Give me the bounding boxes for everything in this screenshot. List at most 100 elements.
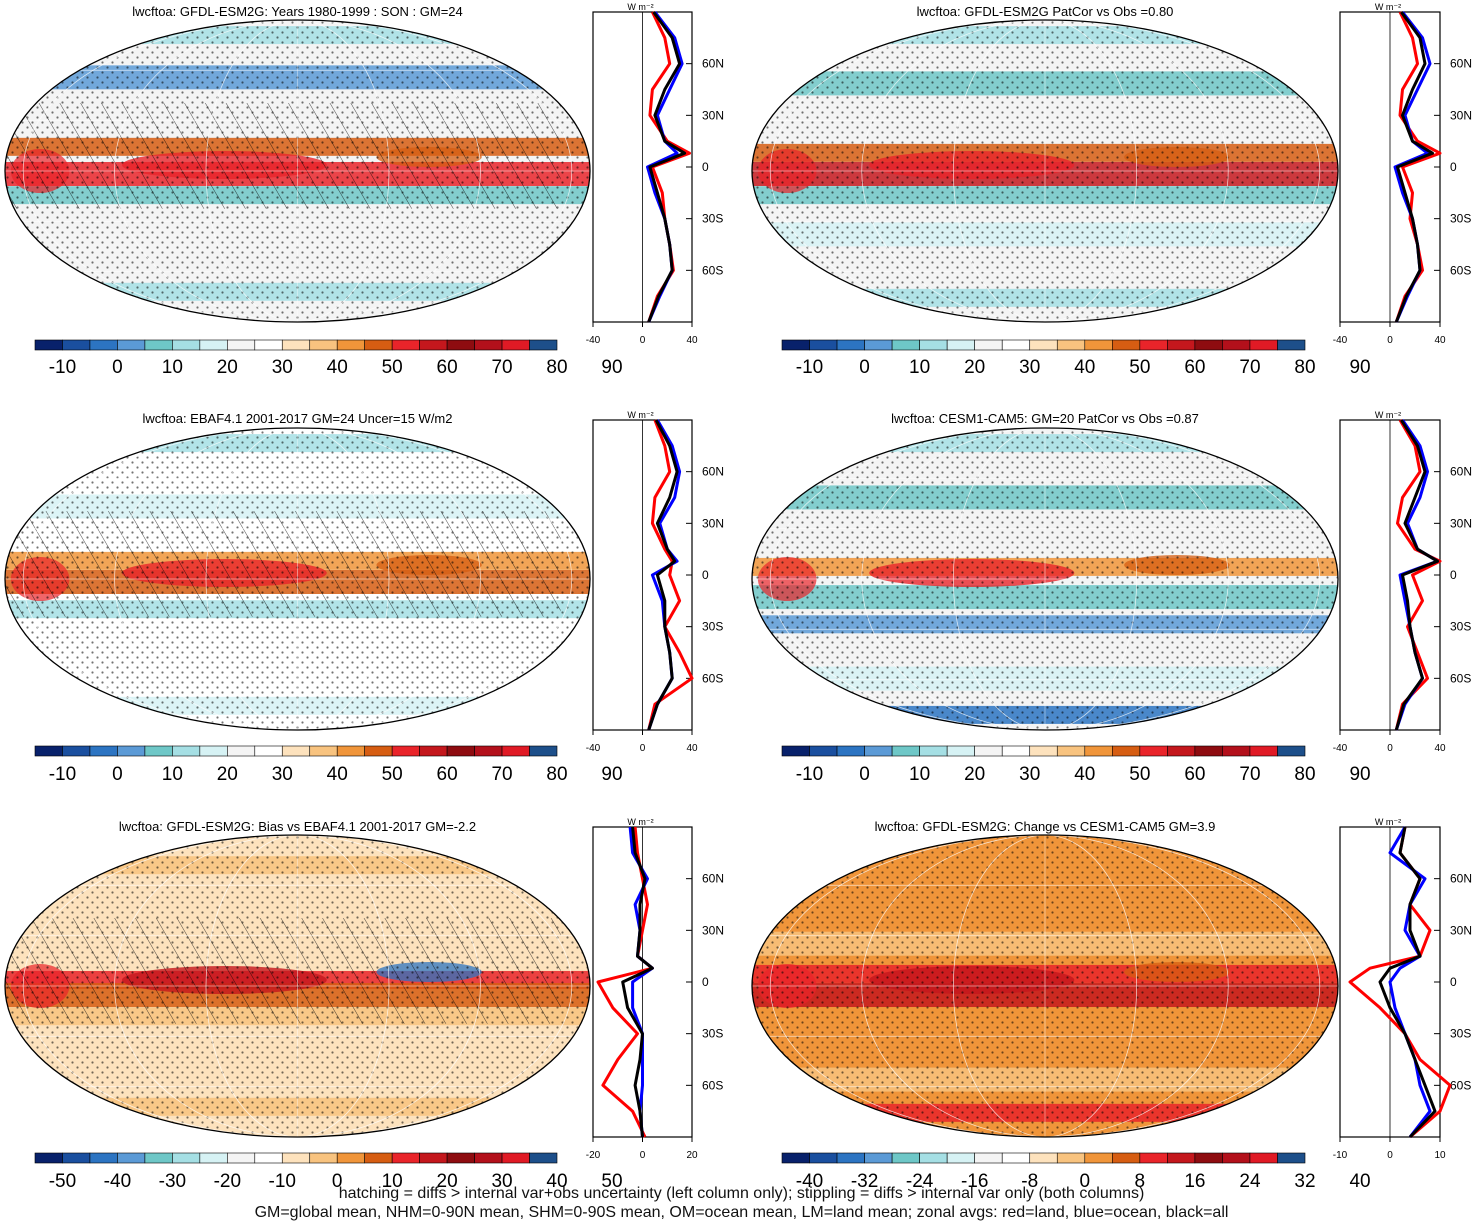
colorbar-tick-label: 90 xyxy=(1349,764,1370,785)
colorbar-tick-label: 50 xyxy=(382,357,403,378)
colorbar-swatch xyxy=(35,746,62,756)
zonal-x-tick-label: 40 xyxy=(1434,743,1446,754)
zonal-series-line xyxy=(1390,827,1430,1137)
colorbar-swatch xyxy=(172,746,199,756)
colorbar-swatch xyxy=(337,746,364,756)
zonal-x-tick-label: -40 xyxy=(586,743,601,754)
colorbar-swatch xyxy=(1250,1153,1278,1163)
colorbar-swatch xyxy=(1167,746,1195,756)
latitude-label: 60S xyxy=(702,263,723,277)
colorbar-tick-label: 40 xyxy=(327,357,348,378)
panel-title: lwcftoa: GFDL-ESM2G: Change vs CESM1-CAM… xyxy=(875,819,1216,834)
latitude-label: 60N xyxy=(1450,57,1472,71)
colorbar-swatch xyxy=(365,1153,392,1163)
footer-legend-note: GM=global mean, NHM=0-90N mean, SHM=0-90… xyxy=(0,1204,1483,1222)
colorbar-tick-label: 70 xyxy=(491,357,512,378)
colorbar-swatch xyxy=(920,340,948,350)
latitude-label: 60N xyxy=(1450,465,1472,479)
map-field xyxy=(752,20,1338,322)
latitude-label: 30N xyxy=(702,516,724,530)
colorbar-swatch xyxy=(255,1153,282,1163)
colorbar-tick-label: 90 xyxy=(1349,357,1370,378)
colorbar-tick-label: 70 xyxy=(1239,764,1260,785)
colorbar-tick-label: 60 xyxy=(1184,764,1205,785)
zonal-x-tick-label: 0 xyxy=(640,743,646,754)
footer-hatching-note: hatching = diffs > internal var+obs unce… xyxy=(0,1185,1483,1203)
zonal-x-tick-label: -20 xyxy=(586,1150,601,1161)
colorbar-tick-label: 90 xyxy=(601,764,622,785)
colorbar-tick-label: 50 xyxy=(1129,357,1150,378)
zonal-unit-label: W m⁻² xyxy=(627,410,653,420)
colorbar-swatch xyxy=(1250,746,1278,756)
latitude-label: 60S xyxy=(1450,263,1471,277)
colorbar-swatch xyxy=(1057,1153,1085,1163)
colorbar-tick-label: 80 xyxy=(1294,764,1315,785)
colorbar-tick-label: 10 xyxy=(162,357,183,378)
colorbar-swatch xyxy=(1085,746,1113,756)
colorbar-swatch xyxy=(1167,1153,1195,1163)
colorbar-swatch xyxy=(310,340,337,350)
colorbar-tick-label: 20 xyxy=(217,357,238,378)
colorbar-swatch xyxy=(865,1153,893,1163)
colorbar-swatch xyxy=(447,746,474,756)
colorbar-swatch xyxy=(117,340,144,350)
colorbar-swatch xyxy=(975,746,1003,756)
panel-title: lwcftoa: CESM1-CAM5: GM=20 PatCor vs Obs… xyxy=(891,411,1199,426)
colorbar-swatch xyxy=(255,340,282,350)
colorbar-swatch xyxy=(1112,746,1140,756)
colorbar-swatch xyxy=(1222,1153,1250,1163)
colorbar-swatch xyxy=(200,1153,227,1163)
colorbar-swatch xyxy=(35,340,62,350)
colorbar-swatch xyxy=(947,1153,975,1163)
colorbar-swatch xyxy=(392,1153,419,1163)
colorbar-swatch xyxy=(1030,1153,1058,1163)
colorbar-swatch xyxy=(420,1153,447,1163)
colorbar-swatch xyxy=(90,1153,117,1163)
colorbar-swatch xyxy=(1277,746,1305,756)
panel-title: lwcftoa: GFDL-ESM2G: Years 1980-1999 : S… xyxy=(132,4,463,19)
colorbar-swatch xyxy=(337,340,364,350)
zonal-x-tick-label: -40 xyxy=(1333,335,1348,346)
colorbar-swatch xyxy=(1002,746,1030,756)
latitude-label: 60N xyxy=(1450,872,1472,886)
colorbar-swatch xyxy=(837,1153,865,1163)
zonal-x-tick-label: 0 xyxy=(1387,335,1393,346)
colorbar-swatch xyxy=(782,746,810,756)
map-field xyxy=(752,428,1338,730)
zonal-unit-label: W m⁻² xyxy=(627,817,653,827)
colorbar-tick-label: 70 xyxy=(1239,357,1260,378)
latitude-label: 60N xyxy=(702,872,724,886)
colorbar-swatch xyxy=(227,1153,254,1163)
colorbar-tick-label: 80 xyxy=(1294,357,1315,378)
zonal-x-tick-label: 20 xyxy=(686,1150,698,1161)
colorbar-swatch xyxy=(1002,340,1030,350)
panel-1: lwcftoa: GFDL-ESM2G: Years 1980-1999 : S… xyxy=(5,2,724,378)
colorbar-swatch xyxy=(420,340,447,350)
map-field xyxy=(752,835,1338,1137)
zonal-unit-label: W m⁻² xyxy=(1375,2,1401,12)
colorbar-swatch xyxy=(1112,1153,1140,1163)
colorbar-swatch xyxy=(310,746,337,756)
colorbar-tick-label: -10 xyxy=(796,764,823,785)
map-field xyxy=(5,835,590,1137)
latitude-label: 30N xyxy=(702,923,724,937)
colorbar-swatch xyxy=(117,1153,144,1163)
latitude-label: 0 xyxy=(1450,975,1457,989)
zonal-x-tick-label: -10 xyxy=(1333,1150,1348,1161)
colorbar-tick-label: 70 xyxy=(491,764,512,785)
colorbar-tick-label: 50 xyxy=(1129,764,1150,785)
panel-6: lwcftoa: GFDL-ESM2G: Change vs CESM1-CAM… xyxy=(752,817,1472,1192)
panel-2: lwcftoa: GFDL-ESM2G PatCor vs Obs =0.80-… xyxy=(752,2,1472,378)
colorbar-tick-label: 40 xyxy=(1074,764,1095,785)
zonal-x-tick-label: 40 xyxy=(686,743,698,754)
colorbar-swatch xyxy=(810,340,838,350)
colorbar-swatch xyxy=(810,1153,838,1163)
colorbar-swatch xyxy=(475,746,502,756)
colorbar-swatch xyxy=(62,746,89,756)
